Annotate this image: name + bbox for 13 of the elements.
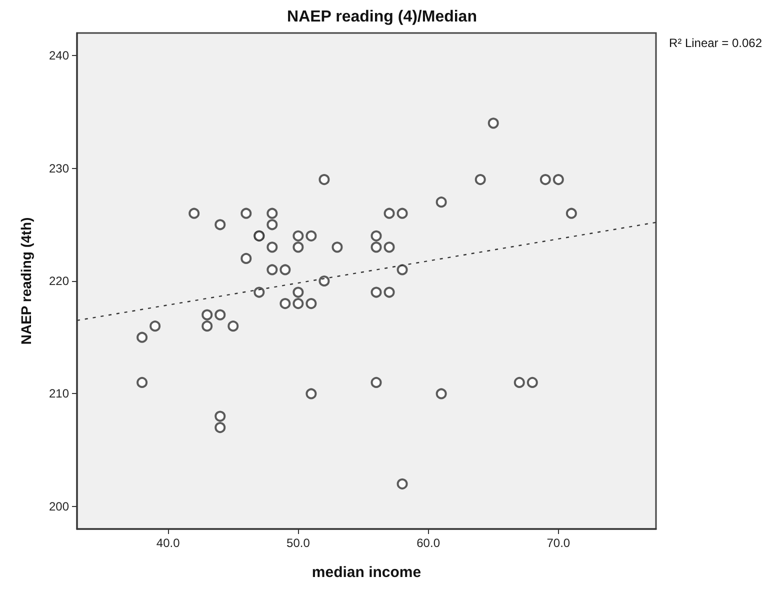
- y-tick-label: 210: [48, 386, 70, 401]
- y-tick-label: 240: [48, 48, 70, 63]
- chart-title: NAEP reading (4)/Median: [287, 8, 477, 26]
- y-tick-label: 220: [48, 274, 70, 288]
- x-tick-label: 60.0: [416, 536, 440, 550]
- y-axis-title: NAEP reading (4th): [18, 217, 34, 345]
- x-tick-label: 50.0: [286, 536, 310, 550]
- y-tick-label: 230: [48, 161, 70, 176]
- x-tick-label: 40.0: [156, 536, 180, 550]
- text: R² Linear = 0.062: [668, 36, 762, 50]
- y-tick-label: 200: [48, 499, 70, 514]
- x-tick-label: 70.0: [546, 536, 570, 550]
- x-axis-title: median income: [312, 564, 422, 581]
